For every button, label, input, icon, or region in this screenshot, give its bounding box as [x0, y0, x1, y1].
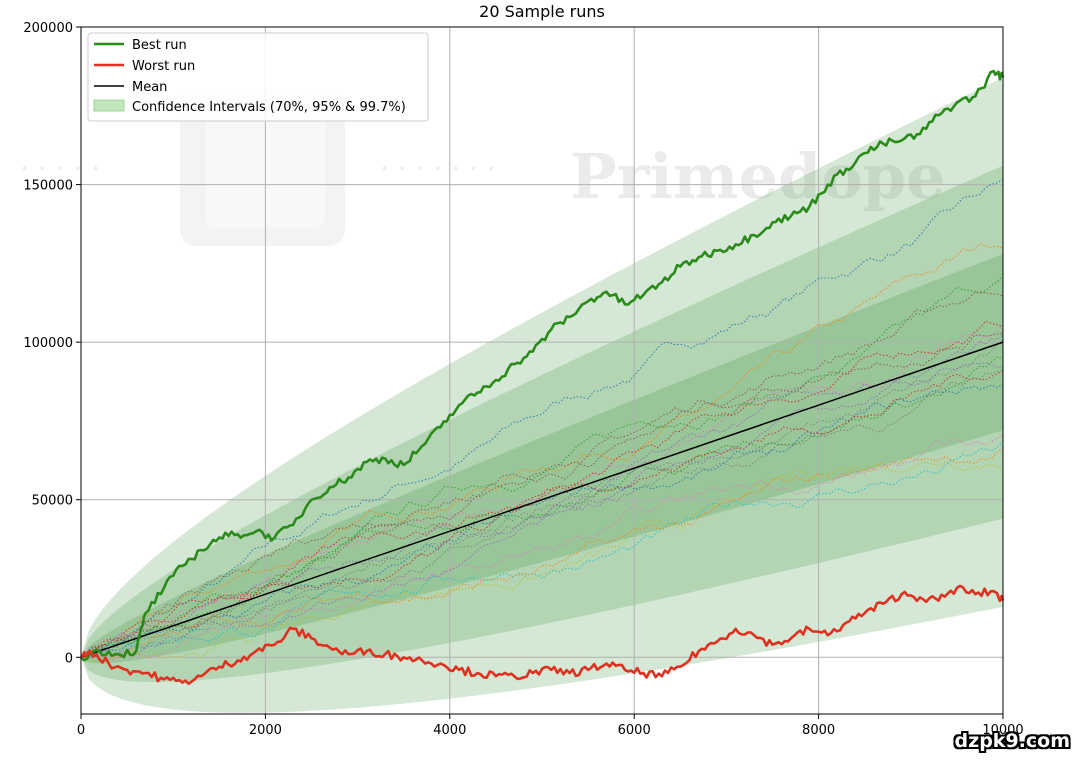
x-tick-label: 8000 — [802, 723, 835, 738]
watermark-text: Primedope — [570, 140, 945, 213]
y-axis: 0 50000 100000 150000 200000 — [23, 21, 81, 666]
mean-line — [80, 341, 1004, 658]
legend-label-best-run: Best run — [132, 38, 187, 53]
sample-run-line — [80, 334, 1004, 658]
sample-run-line — [81, 383, 1004, 658]
legend: Best run Worst run Mean Confidence Inter… — [87, 32, 429, 122]
y-tick-label: 50000 — [32, 494, 73, 509]
sample-run-line — [80, 320, 1004, 658]
confidence-band-95 — [81, 165, 1003, 682]
y-tick-label: 100000 — [23, 336, 73, 351]
y-tick-label: 150000 — [23, 179, 73, 194]
sample-run-line — [80, 370, 1004, 658]
site-watermark-badge: dzpk9.com — [954, 730, 1070, 752]
watermark: Primedope · · · · · · · · · · · · — [20, 88, 945, 246]
worst-run-line — [80, 584, 1005, 686]
watermark-dots-mid: · · · · · · · — [380, 152, 496, 185]
plot-frame — [80, 26, 1004, 715]
main-series — [80, 69, 1005, 686]
sample-run-line — [80, 275, 1004, 658]
sample-run-line — [80, 339, 1004, 658]
sample-run-line — [80, 332, 1004, 658]
x-axis: 0 2000 4000 6000 8000 10000 — [77, 714, 1024, 738]
chart-title: 20 Sample runs — [479, 2, 605, 21]
x-tick-label: 6000 — [618, 723, 651, 738]
x-tick-label: 10000 — [982, 723, 1023, 738]
sample-run-line — [80, 325, 1004, 658]
legend-label-mean: Mean — [132, 80, 167, 95]
sample-run-line — [80, 242, 1004, 658]
sample-run-line — [80, 356, 1004, 658]
sample-run-line — [80, 178, 1004, 661]
legend-label-confidence: Confidence Intervals (70%, 95% & 99.7%) — [132, 100, 406, 115]
legend-label-worst-run: Worst run — [132, 59, 195, 74]
y-tick-label: 0 — [65, 651, 73, 666]
x-tick-label: 2000 — [249, 723, 282, 738]
sample-run-line — [80, 435, 1004, 662]
sample-runs — [80, 178, 1004, 664]
confidence-band-997 — [81, 77, 1003, 713]
legend-swatch-confidence — [93, 99, 125, 112]
best-run-line — [80, 69, 1005, 662]
y-tick-label: 200000 — [23, 21, 73, 36]
legend-box — [87, 32, 429, 122]
plot-area — [80, 26, 1005, 714]
x-tick-label: 0 — [77, 723, 85, 738]
watermark-dots-left: · · · · · — [20, 152, 100, 185]
x-tick-label: 4000 — [433, 723, 466, 738]
confidence-bands — [81, 77, 1003, 713]
